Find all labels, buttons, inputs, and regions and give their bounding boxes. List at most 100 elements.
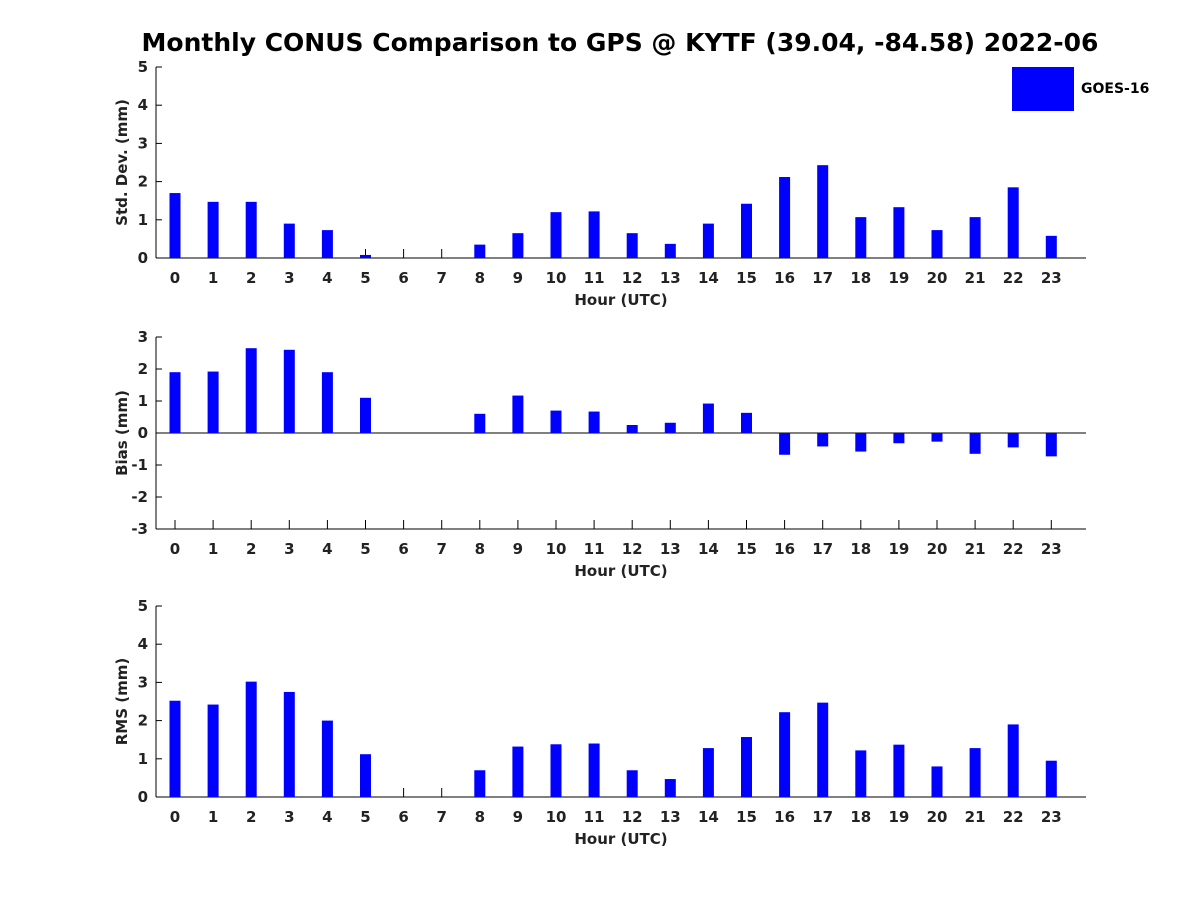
y-tick-label: 3 bbox=[138, 328, 148, 346]
x-tick-label: 1 bbox=[208, 269, 218, 287]
x-tick-label: 17 bbox=[812, 540, 833, 558]
bar-hour-17 bbox=[817, 433, 829, 447]
bar-hour-0 bbox=[169, 193, 181, 258]
bar-hour-12 bbox=[626, 425, 638, 433]
bar-hour-13 bbox=[664, 243, 676, 258]
y-tick-label: 0 bbox=[138, 249, 148, 267]
y-tick-label: 5 bbox=[138, 597, 148, 615]
x-tick-label: 22 bbox=[1003, 540, 1024, 558]
y-tick-label: 4 bbox=[138, 635, 148, 653]
bar-hour-13 bbox=[664, 779, 676, 797]
x-tick-label: 18 bbox=[850, 269, 871, 287]
x-tick-label: 6 bbox=[398, 540, 408, 558]
x-tick-label: 21 bbox=[965, 269, 986, 287]
x-tick-label: 2 bbox=[246, 540, 256, 558]
bar-hour-4 bbox=[321, 720, 333, 797]
bar-hour-17 bbox=[817, 165, 829, 258]
x-tick-label: 20 bbox=[927, 808, 948, 826]
x-tick-label: 15 bbox=[736, 540, 757, 558]
x-tick-label: 6 bbox=[398, 808, 408, 826]
y-tick-label: 2 bbox=[138, 712, 148, 730]
bar-hour-20 bbox=[931, 766, 943, 797]
x-tick-label: 4 bbox=[322, 540, 332, 558]
bar-hour-11 bbox=[588, 411, 600, 433]
x-tick-label: 20 bbox=[927, 540, 948, 558]
y-tick-label: 1 bbox=[138, 750, 148, 768]
y-axis-label: RMS (mm) bbox=[113, 658, 131, 745]
x-tick-label: 14 bbox=[698, 269, 719, 287]
x-tick-label: 11 bbox=[584, 540, 605, 558]
bar-hour-5 bbox=[360, 754, 371, 797]
bar-hour-2 bbox=[245, 681, 257, 797]
x-tick-label: 7 bbox=[436, 540, 446, 558]
x-tick-label: 11 bbox=[584, 269, 605, 287]
bar-hour-3 bbox=[283, 349, 295, 433]
x-tick-label: 16 bbox=[774, 540, 795, 558]
x-tick-label: 7 bbox=[436, 808, 446, 826]
bar-hour-21 bbox=[969, 217, 981, 258]
y-tick-label: 0 bbox=[138, 788, 148, 806]
bar-hour-11 bbox=[588, 743, 600, 797]
x-tick-label: 0 bbox=[170, 269, 180, 287]
bar-hour-5 bbox=[360, 254, 371, 258]
x-tick-label: 19 bbox=[888, 269, 909, 287]
x-tick-label: 7 bbox=[436, 269, 446, 287]
y-tick-label: 3 bbox=[138, 134, 148, 152]
bar-hour-3 bbox=[283, 691, 295, 797]
bar-hour-12 bbox=[626, 233, 638, 258]
x-tick-label: 22 bbox=[1003, 269, 1024, 287]
bar-hour-23 bbox=[1045, 235, 1057, 258]
y-tick-label: 3 bbox=[138, 673, 148, 691]
x-tick-label: 21 bbox=[965, 540, 986, 558]
bar-hour-19 bbox=[893, 433, 905, 444]
x-tick-label: 15 bbox=[736, 808, 757, 826]
bar-hour-3 bbox=[283, 223, 295, 258]
x-tick-label: 16 bbox=[774, 808, 795, 826]
bar-hour-10 bbox=[550, 410, 562, 433]
bar-hour-2 bbox=[245, 201, 257, 258]
bar-hour-19 bbox=[893, 744, 905, 797]
bar-hour-23 bbox=[1045, 760, 1057, 797]
x-tick-label: 6 bbox=[398, 269, 408, 287]
x-tick-label: 10 bbox=[546, 808, 567, 826]
y-tick-label: 2 bbox=[138, 360, 148, 378]
x-axis-label: Hour (UTC) bbox=[574, 830, 667, 848]
legend: GOES-16 bbox=[1012, 67, 1157, 113]
y-tick-label: 0 bbox=[138, 424, 148, 442]
bar-hour-4 bbox=[321, 372, 333, 433]
legend-swatch-goes16 bbox=[1012, 67, 1074, 111]
x-tick-label: 18 bbox=[850, 808, 871, 826]
x-tick-label: 23 bbox=[1041, 808, 1062, 826]
bar-hour-13 bbox=[664, 422, 676, 433]
x-tick-label: 19 bbox=[888, 808, 909, 826]
bar-hour-17 bbox=[817, 702, 829, 797]
bar-hour-22 bbox=[1007, 724, 1019, 797]
x-tick-label: 9 bbox=[513, 808, 523, 826]
bar-hour-20 bbox=[931, 230, 943, 258]
y-tick-label: 4 bbox=[138, 96, 148, 114]
bar-hour-19 bbox=[893, 207, 905, 258]
y-axis-label: Bias (mm) bbox=[113, 390, 131, 476]
x-axis-label: Hour (UTC) bbox=[574, 291, 667, 309]
bar-hour-8 bbox=[474, 244, 486, 258]
x-tick-label: 22 bbox=[1003, 808, 1024, 826]
x-tick-label: 23 bbox=[1041, 540, 1062, 558]
x-tick-label: 18 bbox=[850, 540, 871, 558]
x-tick-label: 9 bbox=[513, 540, 523, 558]
bar-hour-1 bbox=[207, 371, 219, 433]
x-tick-label: 2 bbox=[246, 808, 256, 826]
bar-hour-1 bbox=[207, 704, 219, 797]
bar-hour-10 bbox=[550, 744, 562, 797]
x-tick-label: 12 bbox=[622, 808, 643, 826]
x-tick-label: 5 bbox=[360, 540, 370, 558]
x-tick-label: 8 bbox=[475, 540, 485, 558]
x-tick-label: 20 bbox=[927, 269, 948, 287]
bar-hour-15 bbox=[741, 203, 752, 258]
x-tick-label: 17 bbox=[812, 269, 833, 287]
x-tick-label: 13 bbox=[660, 808, 681, 826]
bar-hour-15 bbox=[741, 737, 752, 797]
bar-hour-22 bbox=[1007, 433, 1019, 448]
x-tick-label: 14 bbox=[698, 808, 719, 826]
